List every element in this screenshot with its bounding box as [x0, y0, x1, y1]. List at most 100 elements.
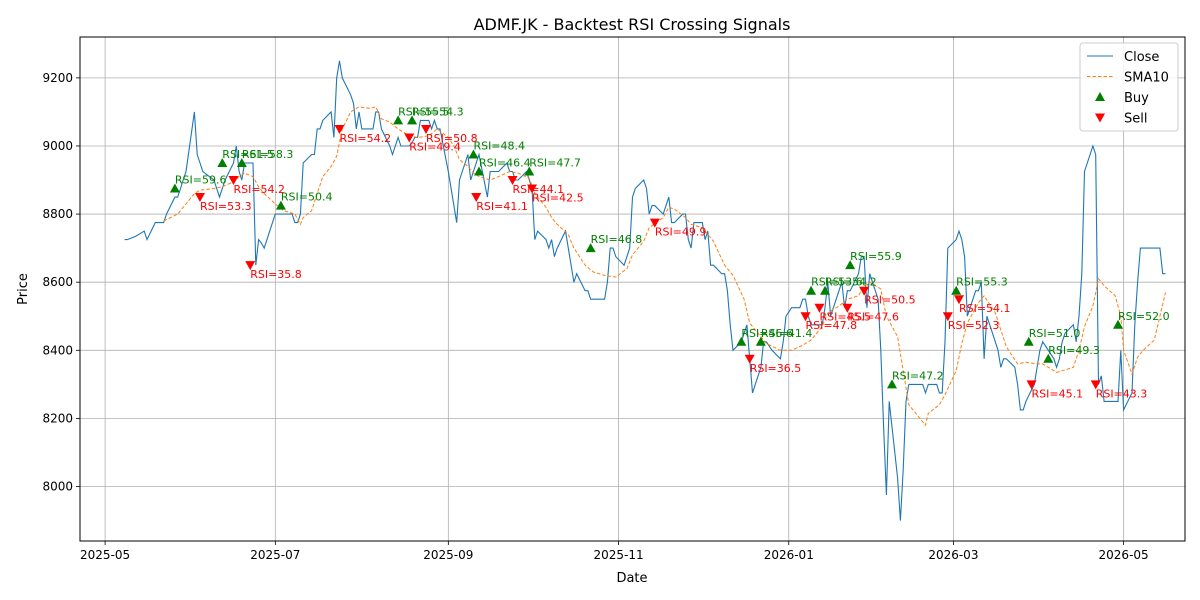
y-axis: 8000 8200 8400 8600 8800 9000 9200	[42, 71, 80, 494]
sell-rsi-label: RSI=35.8	[250, 268, 302, 281]
sell-marker	[334, 124, 345, 134]
sell-marker	[194, 193, 205, 203]
buy-rsi-label: RSI=52.0	[1118, 310, 1170, 323]
y-tick-label: 9200	[42, 71, 73, 85]
buy-marker	[585, 243, 596, 253]
y-tick-label: 8000	[42, 480, 73, 494]
buy-marker	[887, 379, 898, 389]
sell-rsi-label: RSI=45.1	[1032, 387, 1084, 400]
buy-marker	[755, 336, 766, 346]
sell-rsi-label: RSI=52.3	[948, 319, 1000, 332]
x-axis-label: Date	[616, 571, 647, 586]
buy-marker	[736, 336, 747, 346]
legend-label: SMA10	[1124, 71, 1169, 86]
y-axis-label: Price	[16, 273, 31, 305]
buy-rsi-label: RSI=50.4	[281, 191, 333, 204]
x-tick-label: 2026-01	[764, 548, 814, 562]
sell-rsi-label: RSI=49.4	[409, 140, 461, 153]
x-tick-label: 2025-05	[80, 548, 130, 562]
buy-rsi-label: RSI=55.3	[956, 276, 1008, 289]
buy-marker	[806, 285, 817, 295]
sell-marker	[859, 286, 870, 296]
sell-marker	[953, 295, 964, 305]
x-tick-label: 2025-07	[250, 548, 300, 562]
y-tick-label: 8600	[42, 275, 73, 289]
x-tick-label: 2026-05	[1099, 548, 1149, 562]
sell-marker	[421, 124, 432, 134]
legend-box	[1079, 42, 1179, 132]
legend: Close SMA10 Buy Sell	[1079, 42, 1179, 132]
buy-marker	[407, 115, 418, 125]
sell-rsi-label: RSI=54.1	[959, 302, 1011, 315]
sell-marker	[942, 312, 953, 322]
buy-rsi-label: RSI=41.4	[761, 327, 813, 340]
legend-label: Close	[1124, 50, 1159, 65]
buy-marker	[169, 183, 180, 193]
sell-marker	[744, 354, 755, 364]
sell-marker	[1090, 380, 1101, 390]
buy-marker	[468, 149, 479, 159]
sell-rsi-label: RSI=44.1	[513, 183, 565, 196]
buy-rsi-label: RSI=55.5	[398, 105, 450, 118]
sell-rsi-label: RSI=42.5	[532, 192, 584, 205]
legend-sell-swatch	[1095, 113, 1105, 123]
x-tick-label: 2025-09	[423, 548, 473, 562]
buy-rsi-label: RSI=54.3	[412, 105, 464, 118]
x-axis: 2025-05 2025-07 2025-09 2025-11 2026-01 2026-…	[80, 541, 1149, 562]
chart-title: ADMF.JK - Backtest RSI Crossing Signals	[474, 15, 791, 34]
sell-marker	[800, 312, 811, 322]
y-tick-label: 8400	[42, 343, 73, 357]
buy-rsi-label: RSI=61.5	[222, 148, 274, 161]
sell-rsi-label: RSI=45.5	[819, 311, 871, 324]
buy-rsi-label: RSI=51.0	[1029, 327, 1081, 340]
legend-label: Buy	[1124, 91, 1149, 106]
legend-label: Sell	[1124, 112, 1147, 127]
sell-rsi-label: RSI=41.1	[476, 200, 528, 213]
sell-rsi-label: RSI=53.3	[200, 200, 252, 213]
sell-marker	[649, 218, 660, 228]
grid-lines	[80, 37, 1185, 541]
buy-rsi-label: RSI=46.6	[741, 327, 793, 340]
sell-rsi-label: RSI=50.5	[864, 294, 916, 307]
buy-marker	[236, 158, 247, 167]
buy-rsi-label: RSI=46.8	[591, 233, 643, 246]
buy-marker	[1023, 336, 1034, 346]
buy-marker	[1043, 353, 1054, 363]
sell-marker	[1026, 380, 1037, 390]
buy-marker	[217, 158, 228, 167]
buy-rsi-label: RSI=49.3	[1048, 344, 1100, 357]
y-tick-label: 8200	[42, 411, 73, 425]
y-tick-label: 8800	[42, 207, 73, 221]
sma10-line	[163, 106, 1166, 427]
sell-rsi-label: RSI=49.9	[655, 226, 707, 239]
buy-rsi-label: RSI=54.2	[825, 276, 877, 289]
buy-marker	[524, 166, 535, 176]
sell-marker	[507, 176, 518, 186]
sell-rsi-label: RSI=54.2	[340, 132, 392, 145]
sell-rsi-label: RSI=47.8	[806, 319, 858, 332]
close-price-line	[124, 60, 1166, 521]
legend-buy-swatch	[1095, 92, 1105, 101]
buy-rsi-label: RSI=47.2	[892, 369, 944, 382]
buy-rsi-label: RSI=53.6	[811, 276, 863, 289]
buy-rsi-label: RSI=47.7	[529, 157, 581, 170]
sell-rsi-label: RSI=47.6	[847, 311, 899, 324]
plot-frame	[79, 36, 1186, 542]
sell-marker	[404, 133, 415, 143]
sell-marker	[228, 176, 239, 186]
sell-marker	[527, 184, 538, 194]
sell-rsi-label: RSI=50.8	[426, 132, 478, 145]
sell-rsi-label: RSI=36.5	[750, 362, 802, 375]
buy-rsi-label: RSI=55.9	[850, 250, 902, 263]
sell-marker	[814, 303, 825, 313]
sell-rsi-label: RSI=43.3	[1096, 387, 1148, 400]
buy-marker	[474, 166, 485, 176]
x-tick-label: 2026-03	[928, 548, 978, 562]
y-tick-label: 9000	[42, 139, 73, 153]
buy-rsi-label: RSI=58.3	[242, 148, 294, 161]
buy-marker	[1113, 319, 1124, 329]
buy-rsi-label: RSI=59.6	[175, 174, 227, 187]
sell-marker	[245, 261, 256, 271]
